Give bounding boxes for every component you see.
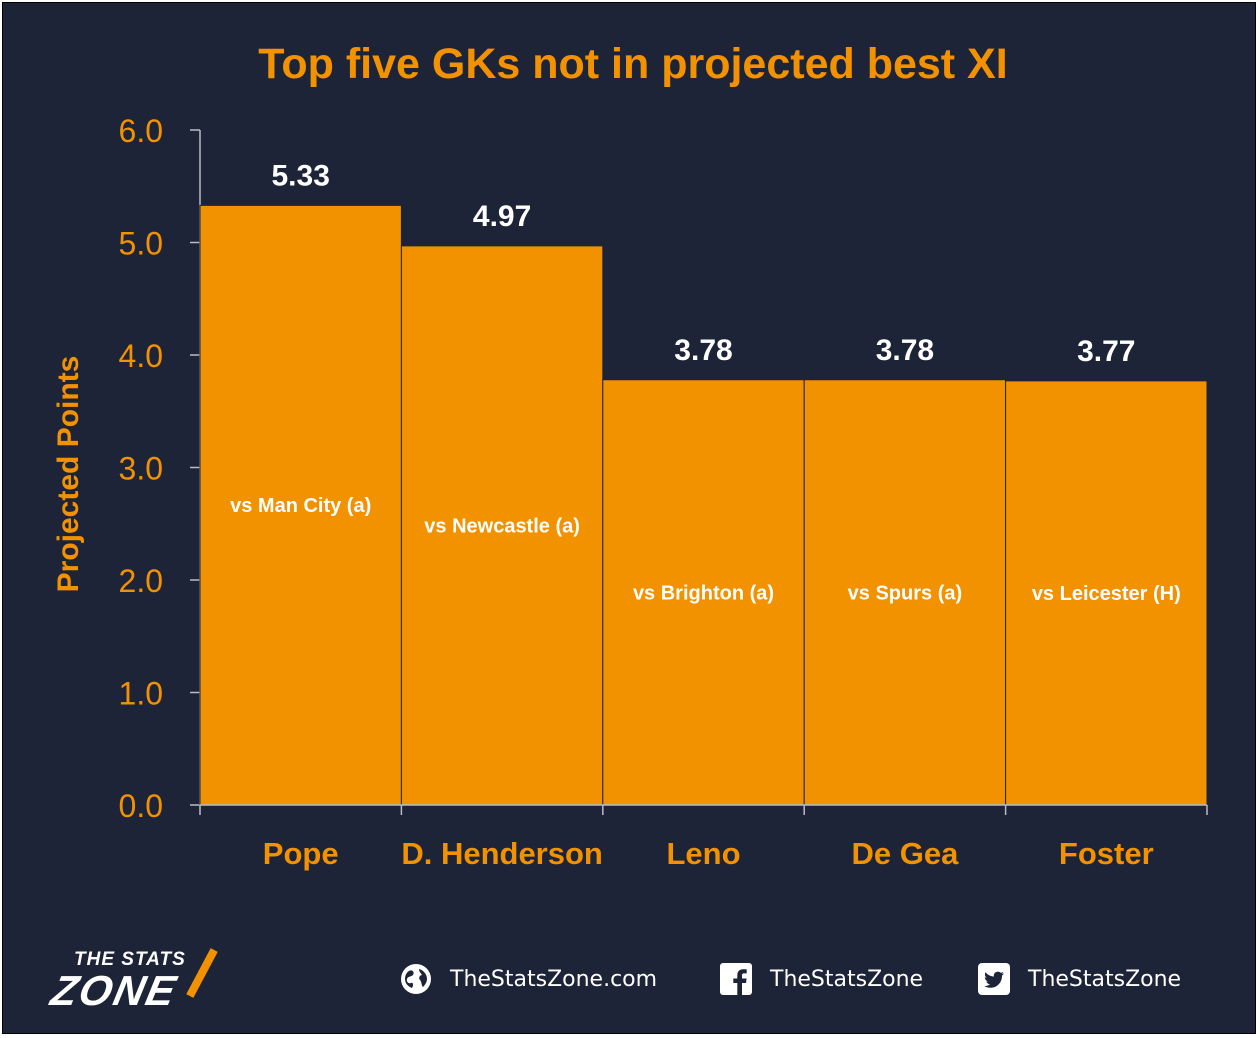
bar-value-label: 5.33 — [272, 159, 330, 192]
y-tick-label: 1.0 — [119, 676, 163, 712]
x-tick-label: De Gea — [851, 836, 959, 871]
bar — [803, 379, 1007, 806]
y-tick-label: 4.0 — [119, 338, 163, 374]
y-axis-label: Projected Points — [52, 356, 85, 593]
bar — [602, 379, 805, 806]
bar — [400, 245, 604, 806]
bar-value-label: 4.97 — [473, 200, 531, 233]
footer: THE STATS ZONE TheStatsZone.com TheStats… — [0, 935, 1260, 1025]
stats-zone-logo: THE STATS ZONE — [47, 945, 268, 1015]
bar-annotation: vs Newcastle (a) — [424, 515, 580, 537]
x-tick-label: Pope — [263, 836, 339, 871]
facebook-link[interactable]: TheStatsZone — [720, 963, 923, 995]
y-tick-label: 5.0 — [119, 226, 163, 262]
bars: 5.33 vs Man City (a) 4.97 vs Newcastle (a) 3… — [199, 159, 1208, 806]
bar — [1005, 380, 1208, 806]
website-text: TheStatsZone.com — [450, 966, 658, 992]
x-tick-label: D. Henderson — [401, 836, 603, 871]
y-axis: 0.0 1.0 2.0 3.0 4.0 5.0 6.0 — [119, 113, 201, 824]
bar-annotation: vs Leicester (H) — [1032, 583, 1181, 605]
website-link[interactable]: TheStatsZone.com — [400, 963, 657, 995]
y-tick-label: 2.0 — [119, 563, 163, 599]
chart-title: Top five GKs not in projected best XI — [258, 40, 1008, 88]
bar-annotation: vs Man City (a) — [230, 495, 371, 517]
logo-top-text: THE STATS — [74, 949, 186, 970]
logo-slash — [186, 948, 218, 998]
twitter-link[interactable]: TheStatsZone — [978, 963, 1181, 995]
y-tick-label: 0.0 — [119, 788, 163, 824]
bar-annotation: vs Spurs (a) — [848, 582, 962, 604]
twitter-icon — [978, 963, 1010, 995]
logo-main-text: ZONE — [47, 967, 182, 1014]
x-axis: Pope D. Henderson Leno De Gea Foster — [199, 804, 1208, 871]
bar-chart: 0.0 1.0 2.0 3.0 4.0 5.0 6.0 5.33 vs Man City (a… — [52, 113, 1208, 871]
twitter-text: TheStatsZone — [1028, 966, 1182, 992]
bar-value-label: 3.77 — [1077, 335, 1135, 368]
x-tick-label: Leno — [666, 836, 740, 871]
bar-value-label: 3.78 — [674, 334, 732, 367]
y-tick-label: 3.0 — [119, 451, 163, 487]
facebook-text: TheStatsZone — [770, 966, 924, 992]
bar — [199, 204, 402, 806]
facebook-icon — [720, 963, 752, 995]
x-tick-label: Foster — [1059, 836, 1154, 871]
y-tick-label: 6.0 — [119, 113, 163, 149]
bar-value-label: 3.78 — [876, 334, 934, 367]
bar-annotation: vs Brighton (a) — [633, 582, 774, 604]
globe-icon — [400, 963, 432, 995]
